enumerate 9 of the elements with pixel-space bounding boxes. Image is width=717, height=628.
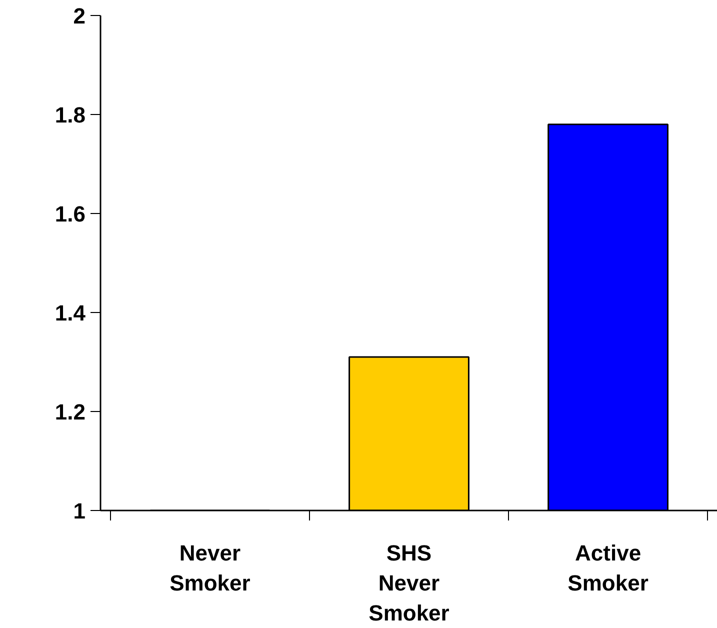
y-tick-label: 1.6 bbox=[54, 202, 86, 226]
x-tick-label: Never Smoker bbox=[170, 540, 251, 596]
y-tick-label: 1.8 bbox=[54, 102, 86, 128]
y-tick-label: 2 bbox=[73, 4, 86, 28]
y-tick-label: 1.4 bbox=[54, 300, 86, 326]
y-tick-label: 1 bbox=[73, 498, 86, 524]
x-tick-label: Active Smoker bbox=[568, 540, 649, 596]
y-tick-label: 1.2 bbox=[54, 400, 86, 424]
x-tick-label: SHS Never Smoker bbox=[368, 540, 450, 626]
